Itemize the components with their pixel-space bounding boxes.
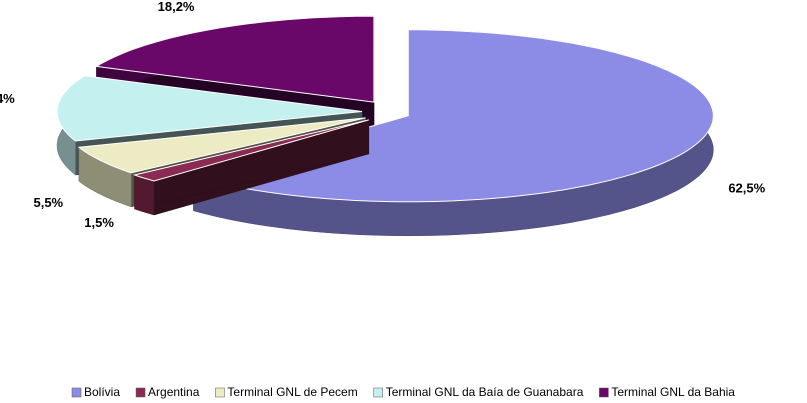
legend-label: Bolívia [84,385,120,399]
data-label: 5,5% [33,195,63,210]
legend-swatch [215,387,225,398]
data-label: 62,5% [728,181,765,196]
legend-swatch [71,387,82,398]
legend-label: Terminal GNL de Pecem [227,385,357,399]
slice [132,119,370,216]
data-label: 1,5% [84,215,114,230]
data-label: 12,4% [0,91,15,106]
legend-label: Argentina [148,385,200,399]
legend-swatch [373,387,383,398]
legend-label: Terminal GNL da Bahia [611,385,735,399]
slice-top [56,75,363,142]
slice-top [132,119,369,182]
data-label: 18,2% [158,0,195,14]
legend: Bolívia Argentina Terminal GNL de Pecem Ter… [71,385,735,399]
slice-top [95,15,375,103]
slice-top [77,117,366,174]
legend-label: Terminal GNL da Baía de Guanabara [386,385,584,399]
slice-side [134,174,155,216]
legend-swatch [135,387,146,398]
legend-swatch [599,387,609,398]
